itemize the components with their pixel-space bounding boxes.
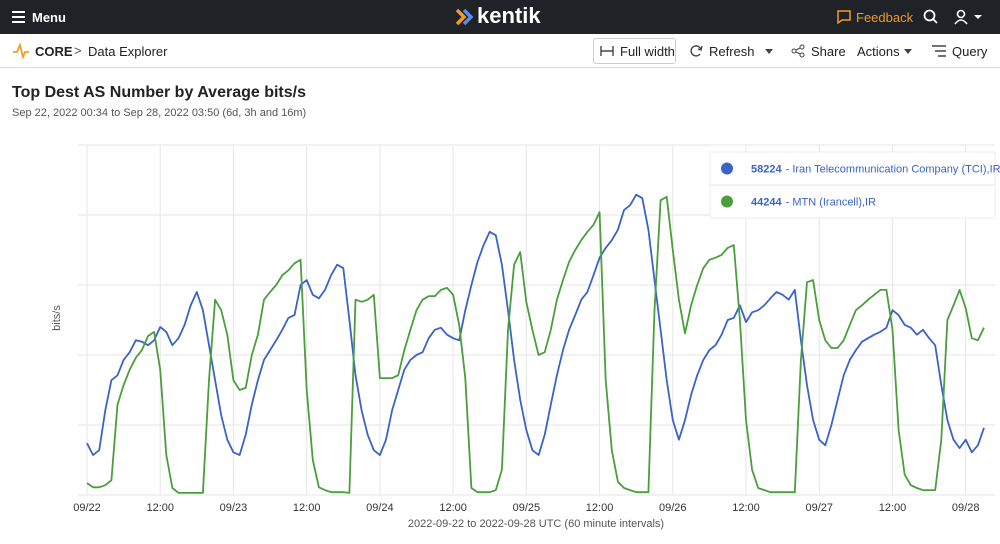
section-label[interactable]: CORE xyxy=(35,44,73,59)
share-icon[interactable] xyxy=(791,44,805,58)
legend-name: 58224 xyxy=(751,164,782,176)
query-button[interactable]: Query xyxy=(952,44,988,59)
search-icon[interactable] xyxy=(923,9,939,25)
legend-swatch xyxy=(721,162,733,175)
actions-caret[interactable] xyxy=(903,49,913,55)
share-button[interactable]: Share xyxy=(811,44,846,59)
legend: 58224 - Iran Telecommunication Company (T… xyxy=(709,151,1000,219)
menu-icon[interactable] xyxy=(12,11,26,23)
series-line xyxy=(86,195,985,494)
logo-mark xyxy=(455,8,474,26)
x-tick-label: 09/26 xyxy=(659,502,687,514)
menu-label[interactable]: Menu xyxy=(32,10,66,25)
chart-title: Top Dest AS Number by Average bits/s xyxy=(12,84,306,101)
x-tick-label: 09/28 xyxy=(952,502,980,514)
x-axis-label: 2022-09-22 to 2022-09-28 UTC (60 minute … xyxy=(408,518,664,530)
full-width-button[interactable]: Full width xyxy=(593,38,676,64)
x-tick-label: 09/24 xyxy=(366,502,394,514)
toolbar: CORE > Data Explorer Full width Refresh … xyxy=(0,34,1000,68)
refresh-icon[interactable] xyxy=(689,44,703,58)
series-line xyxy=(86,193,985,456)
refresh-button[interactable]: Refresh xyxy=(709,44,755,59)
y-axis-label: bits/s xyxy=(51,305,63,331)
breadcrumb-separator: > xyxy=(74,43,82,58)
logo-text: kentik xyxy=(477,3,541,28)
legend-name: 44244 xyxy=(751,197,782,209)
core-icon xyxy=(13,43,29,59)
x-tick-label: 12:00 xyxy=(439,502,467,514)
x-tick-label: 12:00 xyxy=(586,502,614,514)
x-tick-label: 12:00 xyxy=(293,502,321,514)
legend-description: - MTN (Irancell),IR xyxy=(786,197,877,209)
page-label: Data Explorer xyxy=(88,44,168,59)
legend-entry[interactable]: 44244 - MTN (Irancell),IR xyxy=(751,197,876,209)
x-tick-label: 12:00 xyxy=(879,502,907,514)
refresh-caret[interactable] xyxy=(764,49,774,55)
nav-bar: Menu kentik Feedback xyxy=(0,0,1000,34)
legend-swatch xyxy=(721,195,733,208)
legend-entry[interactable]: 58224 - Iran Telecommunication Company (T… xyxy=(751,164,1000,176)
button-label: Full width xyxy=(620,44,675,59)
full-width-icon xyxy=(600,46,614,56)
feedback-icon[interactable] xyxy=(837,10,851,24)
x-tick-label: 09/23 xyxy=(220,502,248,514)
chart-subtitle: Sep 22, 2022 00:34 to Sep 28, 2022 03:50… xyxy=(12,107,306,119)
user-menu[interactable] xyxy=(954,9,986,25)
feedback-link[interactable]: Feedback xyxy=(856,10,914,25)
x-tick-label: 12:00 xyxy=(732,502,760,514)
x-tick-label: 12:00 xyxy=(146,502,174,514)
actions-button[interactable]: Actions xyxy=(857,44,900,59)
legend-description: - Iran Telecommunication Company (TCI),I… xyxy=(786,164,1000,176)
x-tick-label: 09/25 xyxy=(513,502,541,514)
x-tick-label: 09/27 xyxy=(805,502,833,514)
x-tick-label: 09/22 xyxy=(73,502,101,514)
query-icon[interactable] xyxy=(932,45,946,57)
